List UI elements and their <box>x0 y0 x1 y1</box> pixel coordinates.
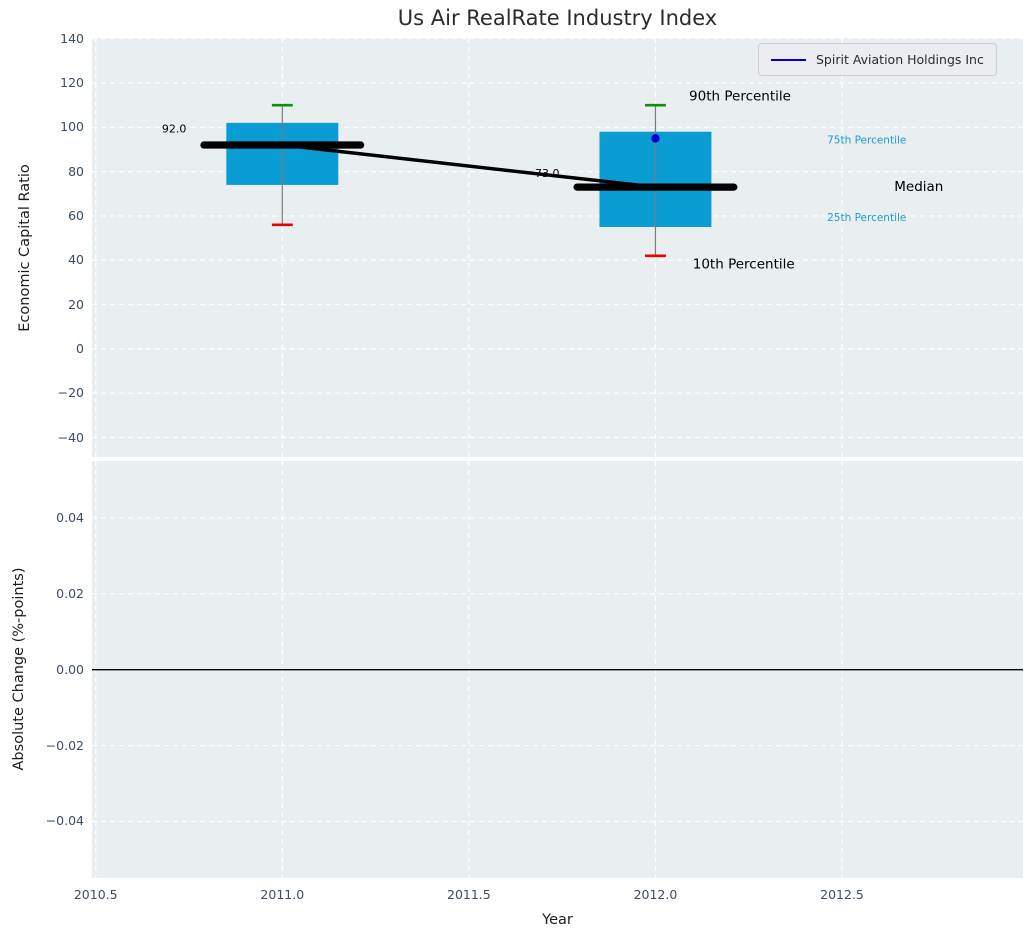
y-tick-label-bottom: 0.02 <box>56 585 84 601</box>
median-trend-line <box>280 143 658 189</box>
annotation-label: 92.0 <box>162 123 187 136</box>
y-tick-label-top: 40 <box>68 252 84 268</box>
y-tick-label-top: 20 <box>68 296 84 312</box>
y-tick-label-top: 60 <box>68 207 84 223</box>
y-tick-label-bottom: 0.04 <box>56 509 84 525</box>
y-tick-label-bottom: 0.00 <box>56 661 84 677</box>
company-data-point <box>651 134 660 143</box>
legend-line-sample <box>771 58 806 61</box>
y-tick-label-bottom: −0.02 <box>45 737 84 753</box>
y-tick-label-bottom: −0.04 <box>45 813 84 829</box>
legend-label: Spirit Aviation Holdings Inc <box>816 52 984 67</box>
x-tick-label: 2011.0 <box>260 887 305 902</box>
annotation-label: 73.0 <box>535 167 560 180</box>
y-tick-label-top: −20 <box>57 385 84 401</box>
annotation-label: 90th Percentile <box>689 88 791 104</box>
box-and-whisker <box>226 103 339 227</box>
y-tick-label-top: 0 <box>76 340 84 356</box>
x-tick-label: 2012.5 <box>820 887 864 902</box>
annotation-label: Median <box>894 179 943 195</box>
box-and-whisker <box>599 103 712 258</box>
x-tick-label: 2010.5 <box>73 887 118 902</box>
x-tick-label: 2012.0 <box>633 887 678 902</box>
y-tick-label-top: −40 <box>57 429 84 445</box>
annotation-label: 75th Percentile <box>827 135 906 147</box>
annotation-label: 25th Percentile <box>827 212 906 224</box>
x-tick-label: 2011.5 <box>447 887 491 902</box>
bottom-subplot <box>92 461 1023 878</box>
y-tick-label-top: 120 <box>60 74 84 90</box>
plot-background <box>92 38 1023 457</box>
x-axis-label: Year <box>542 912 573 928</box>
y-tick-label-top: 140 <box>60 30 84 46</box>
top-subplot: 92.0 73.0 90th Percentile 10th Percentile 75… <box>92 38 1023 457</box>
y-tick-label-top: 80 <box>68 163 84 179</box>
legend: Spirit Aviation Holdings Inc <box>758 43 997 76</box>
chart-title: Us Air RealRate Industry Index <box>397 6 718 30</box>
annotation-label: 10th Percentile <box>693 257 795 273</box>
y-tick-label-top: 100 <box>60 119 84 135</box>
